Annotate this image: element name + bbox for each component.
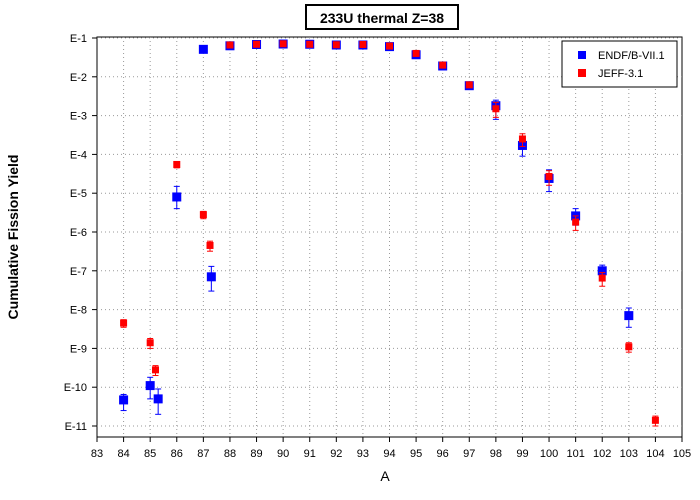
data-point-jeff — [146, 339, 154, 347]
legend-marker-jeff — [578, 69, 586, 77]
y-tick-label: E-3 — [70, 111, 87, 123]
data-point-jeff — [412, 49, 420, 57]
data-point-jeff — [152, 366, 159, 374]
legend-box — [561, 40, 678, 88]
data-point-jeff — [279, 40, 287, 48]
data-point-endf — [206, 272, 216, 282]
chart-title: 233U thermal Z=38 — [320, 10, 444, 26]
y-tick-label: E-2 — [70, 72, 87, 84]
data-point-jeff — [332, 41, 340, 49]
y-tick-label: E-6 — [70, 227, 87, 239]
x-tick-label: 97 — [463, 448, 475, 460]
data-point-jeff — [572, 218, 580, 226]
x-tick-label: 87 — [197, 448, 209, 460]
x-axis-label: A — [380, 468, 390, 484]
data-point-jeff — [226, 41, 234, 49]
x-tick-label: 92 — [330, 448, 342, 460]
y-axis-label: Cumulative Fission Yield — [5, 155, 21, 320]
y-tick-label: E-4 — [70, 149, 87, 161]
legend: ENDF/B-VII.1 JEFF-3.1 — [561, 40, 678, 88]
x-tick-label: 104 — [646, 448, 664, 460]
x-tick-label: 91 — [304, 448, 316, 460]
x-tick-label: 99 — [516, 448, 528, 460]
data-point-jeff — [492, 105, 500, 113]
x-tick-label: 86 — [171, 448, 183, 460]
y-tick-label: E-10 — [64, 382, 87, 394]
x-tick-label: 105 — [673, 448, 691, 460]
data-point-jeff — [199, 211, 207, 219]
data-point-endf — [145, 381, 155, 391]
x-tick-label: 102 — [593, 448, 611, 460]
chart-title-box — [305, 4, 459, 30]
data-point-jeff — [206, 241, 214, 249]
y-tick-label: E-9 — [70, 343, 87, 355]
y-tick-label: E-11 — [65, 421, 87, 433]
data-point-endf — [624, 311, 634, 321]
x-tick-label: 98 — [490, 448, 502, 460]
data-point-jeff — [651, 416, 659, 424]
data-point-jeff — [598, 274, 606, 282]
data-point-endf — [597, 266, 607, 276]
y-tick-label: E-8 — [70, 305, 87, 317]
y-axis-ticks: E-1 E-2 E-3 E-4 E-5 E-6 E-7 E-8 E-9 E-10 E-11 — [64, 33, 97, 433]
data-point-jeff — [306, 40, 314, 48]
data-point-jeff — [439, 61, 447, 69]
x-tick-label: 103 — [620, 448, 638, 460]
data-point-jeff — [359, 40, 367, 48]
x-tick-label: 90 — [277, 448, 289, 460]
y-tick-label: E-1 — [70, 33, 87, 45]
x-tick-label: 96 — [437, 448, 449, 460]
x-tick-label: 83 — [91, 448, 103, 460]
x-tick-label: 101 — [566, 448, 584, 460]
data-point-jeff — [545, 172, 553, 180]
data-point-jeff — [518, 135, 526, 143]
data-point-jeff — [253, 40, 261, 48]
data-point-jeff — [625, 343, 633, 351]
data-point-endf — [153, 394, 163, 404]
legend-label-jeff: JEFF-3.1 — [598, 68, 643, 80]
y-tick-label: E-7 — [70, 266, 87, 278]
legend-marker-endf — [578, 51, 586, 59]
data-point-endf — [172, 192, 182, 202]
legend-label-endf: ENDF/B-VII.1 — [598, 50, 665, 62]
x-tick-label: 94 — [383, 448, 395, 460]
data-marks — [119, 39, 659, 427]
x-tick-label: 85 — [144, 448, 156, 460]
y-tick-label: E-5 — [70, 188, 87, 200]
x-tick-label: 89 — [250, 448, 262, 460]
x-tick-label: 95 — [410, 448, 422, 460]
data-point-jeff — [465, 81, 473, 89]
data-point-jeff — [120, 319, 128, 327]
x-tick-label: 100 — [540, 448, 558, 460]
grid — [97, 37, 682, 437]
x-axis-ticks: 83 84 85 86 87 88 89 90 91 92 93 94 95 96 97 98 99 100 101… — [91, 437, 691, 460]
data-point-endf — [198, 44, 208, 54]
data-point-endf — [119, 395, 129, 405]
x-tick-label: 88 — [224, 448, 236, 460]
data-point-jeff — [386, 42, 393, 50]
data-point-jeff — [173, 160, 181, 168]
x-tick-label: 93 — [357, 448, 369, 460]
x-tick-label: 84 — [117, 448, 129, 460]
